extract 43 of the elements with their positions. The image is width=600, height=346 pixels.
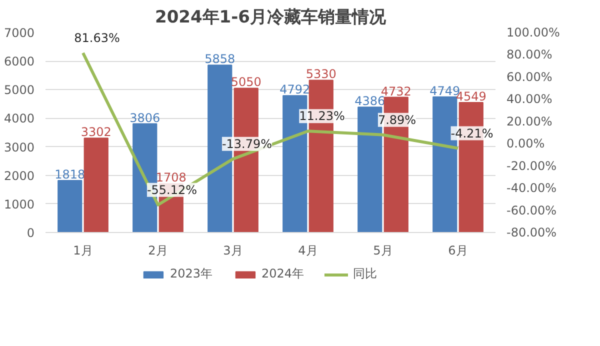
y2-tick-label: -20.00%	[506, 158, 557, 173]
bar	[58, 180, 82, 232]
legend-label: 2024年	[262, 266, 304, 282]
x-tick-label: 1月	[73, 244, 93, 258]
data-label: 11.23%	[299, 109, 345, 124]
y-tick-label: 6000	[4, 54, 35, 69]
y2-tick-label: 0.00%	[506, 136, 545, 151]
y-tick-label: 0	[26, 226, 35, 240]
data-label: 81.63%	[74, 30, 120, 45]
y-tick-label: 1000	[4, 197, 35, 212]
y2-tick-label: 100.00%	[506, 26, 560, 40]
y2-tick-label: 80.00%	[506, 48, 552, 62]
y2-tick-label: 20.00%	[506, 114, 552, 128]
y-tick-label: 3000	[4, 140, 35, 154]
y-tick-label: 2000	[4, 168, 35, 183]
data-label: 5330	[306, 67, 336, 82]
x-tick-label: 6月	[448, 244, 468, 258]
bar	[84, 138, 108, 232]
data-label: -55.12%	[146, 182, 198, 197]
y2-tick-label: -60.00%	[506, 203, 557, 218]
data-label: 4792	[280, 82, 310, 97]
y-tick-label: 4000	[4, 112, 35, 126]
y2-tick-label: 40.00%	[506, 92, 552, 106]
legend-label: 2023年	[170, 266, 212, 282]
y-tick-label: 5000	[4, 83, 35, 98]
data-label: -13.79%	[222, 136, 272, 151]
data-label: 3302	[80, 125, 112, 140]
x-tick-label: 5月	[373, 244, 393, 258]
y2-tick-label: -80.00%	[506, 226, 557, 240]
data-label: -4.21%	[450, 126, 494, 140]
y2-tick-label: 60.00%	[506, 70, 552, 84]
y2-tick-label: -40.00%	[506, 181, 557, 196]
y-tick-label: 7000	[4, 26, 35, 40]
data-label: 3806	[130, 110, 160, 125]
x-tick-label: 4月	[298, 244, 318, 258]
chart-title: 2024年1-6月冷藏车销量情况	[154, 8, 388, 28]
x-tick-label: 2月	[148, 244, 168, 258]
data-label: 1818	[54, 168, 86, 182]
x-tick-label: 3月	[223, 244, 243, 258]
legend-label: 同比	[353, 266, 378, 282]
data-label: 7.89%	[378, 112, 416, 127]
data-label: 5858	[204, 52, 236, 66]
data-label: 1708	[156, 170, 186, 185]
